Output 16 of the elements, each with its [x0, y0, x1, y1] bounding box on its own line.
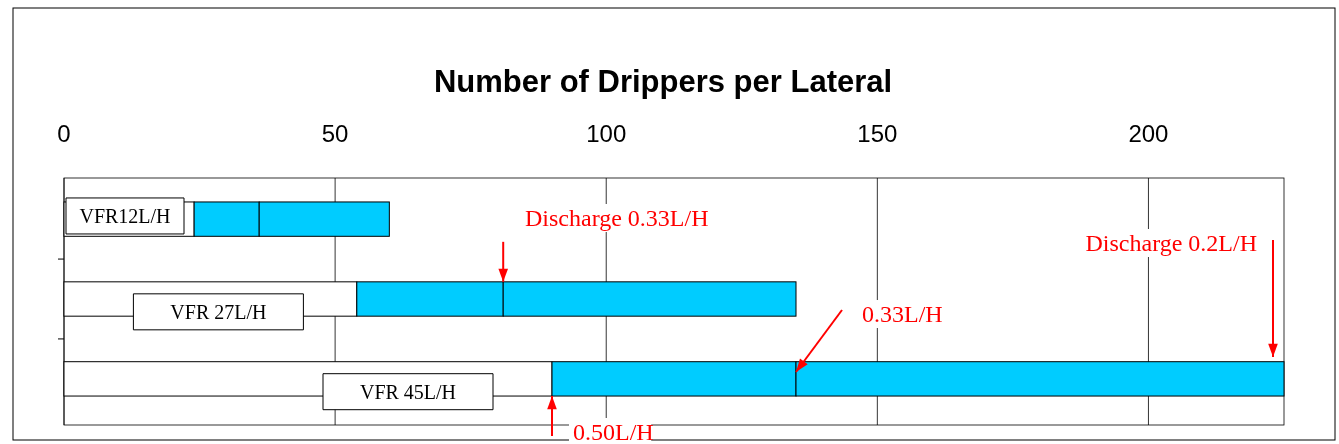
label-box: VFR 45L/H [322, 373, 494, 411]
annotation: 0.50L/H [573, 419, 654, 444]
annotation: 0.33L/H [862, 301, 943, 327]
label-box: VFR 27L/H [132, 293, 304, 331]
chart-title: Number of Drippers per Lateral [433, 64, 893, 99]
annotation: Discharge 0.33L/H [525, 205, 709, 231]
x-tick-label: 0 [57, 120, 71, 147]
y-tick-label: VFR12L/H [79, 204, 171, 227]
y-tick-label: VFR 45L/H [359, 380, 457, 403]
x-tick-label: 100 [586, 120, 627, 147]
x-tick-label: 200 [1128, 120, 1169, 147]
y-tick-label: VFR 27L/H [170, 300, 267, 323]
x-tick-label: 150 [857, 120, 898, 147]
label-box: VFR12L/H [65, 197, 185, 235]
annotation: Discharge 0.2L/H [1085, 230, 1257, 256]
x-tick-label: 50 [321, 120, 349, 147]
